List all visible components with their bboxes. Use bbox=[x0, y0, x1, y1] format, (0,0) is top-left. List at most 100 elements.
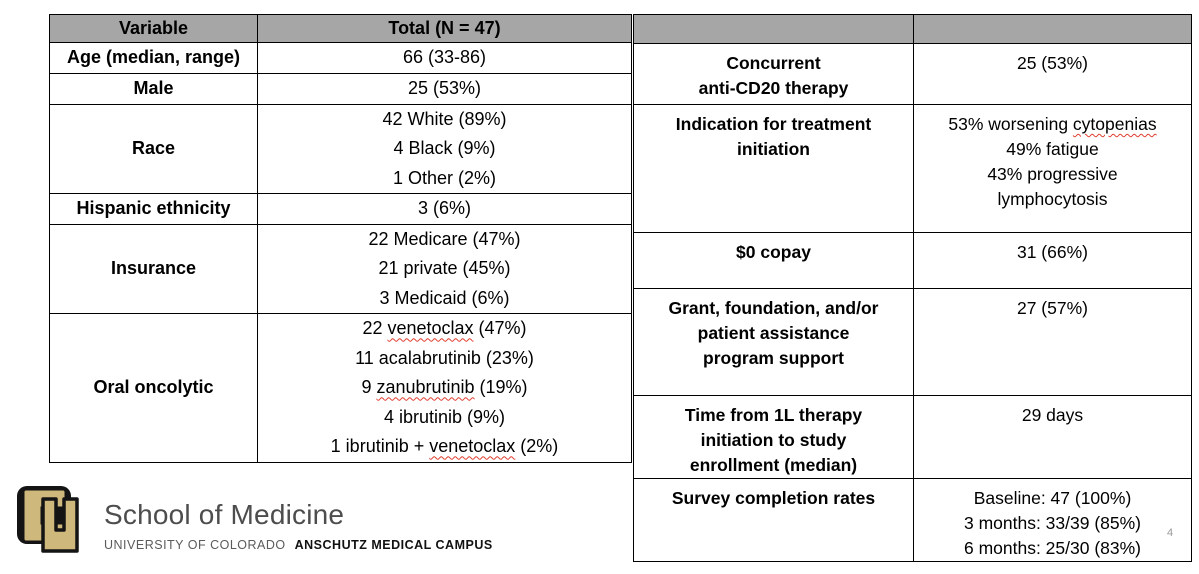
col-header-empty-value bbox=[913, 14, 1192, 44]
row-label: Grant, foundation, and/or patient assista… bbox=[633, 288, 914, 396]
value-text: 3 months: 33/39 (85%) bbox=[963, 513, 1142, 533]
value-line: 27 (57%) bbox=[915, 296, 1191, 321]
value-text: 66 (33-86) bbox=[402, 47, 487, 68]
row-value: 27 (57%) bbox=[913, 288, 1192, 396]
label-line: Survey completion rates bbox=[671, 488, 876, 508]
misspelled-word: zanubrutinib bbox=[376, 377, 475, 398]
row-value: 22 venetoclax (47%) 11 acalabrutinib (23%… bbox=[257, 313, 632, 463]
value-line: 29 days bbox=[915, 403, 1191, 428]
table-row: $0 copay 31 (66%) bbox=[633, 232, 1192, 289]
label-line: program support bbox=[703, 348, 844, 368]
row-value: 3 (6%) bbox=[257, 193, 632, 225]
table-header-row bbox=[633, 14, 1192, 44]
value-text: 3 (6%) bbox=[417, 198, 471, 218]
study-measures-table: Concurrent anti-CD20 therapy 25 (53%) Indic… bbox=[633, 14, 1192, 562]
col-header-variable: Variable bbox=[49, 14, 258, 43]
value-text: 25 (53%) bbox=[1016, 53, 1088, 73]
value-line: 22 Medicare (47%) bbox=[259, 225, 631, 254]
value-text: 25 (53%) bbox=[407, 78, 482, 98]
row-label: Male bbox=[49, 73, 258, 105]
logo-campus-line: UNIVERSITY OF COLORADO ANSCHUTZ MEDICAL … bbox=[104, 538, 493, 552]
table-row: Survey completion rates Baseline: 47 (100… bbox=[633, 478, 1192, 562]
logo-university-name: UNIVERSITY OF COLORADO bbox=[104, 538, 286, 553]
row-value: 25 (53%) bbox=[257, 73, 632, 105]
university-logo: School of Medicine UNIVERSITY OF COLORAD… bbox=[16, 483, 493, 563]
slide-page-number: 4 bbox=[1167, 527, 1174, 539]
row-label: Oral oncolytic bbox=[49, 313, 258, 463]
value-line: 3 (6%) bbox=[259, 194, 631, 223]
row-value: 31 (66%) bbox=[913, 232, 1192, 289]
value-text: (2%) bbox=[515, 436, 559, 457]
row-label: Concurrent anti-CD20 therapy bbox=[633, 43, 914, 105]
table-row: Concurrent anti-CD20 therapy 25 (53%) bbox=[633, 43, 1192, 105]
row-label: Race bbox=[49, 103, 258, 194]
table-row: Hispanic ethnicity 3 (6%) bbox=[49, 193, 632, 225]
label-line: $0 copay bbox=[736, 242, 811, 262]
label-line: Race bbox=[131, 138, 176, 158]
value-text: 4 ibrutinib (9%) bbox=[383, 406, 506, 427]
logo-text-block: School of Medicine UNIVERSITY OF COLORAD… bbox=[104, 483, 493, 552]
value-line: 1 Other (2%) bbox=[259, 164, 631, 193]
table-row: Race 42 White (89%) 4 Black (9%) 1 Other (2… bbox=[49, 103, 632, 194]
label-line: patient assistance bbox=[697, 323, 850, 343]
row-label: Insurance bbox=[49, 223, 258, 314]
value-line: 22 venetoclax (47%) bbox=[259, 315, 631, 344]
value-text: 21 private (45%) bbox=[378, 258, 511, 278]
value-text: 9 bbox=[361, 377, 377, 398]
row-value: 25 (53%) bbox=[913, 43, 1192, 105]
demographics-table: Variable Total (N = 47) Age (median, ran… bbox=[49, 14, 632, 463]
row-label: Age (median, range) bbox=[49, 42, 258, 74]
value-line: 31 (66%) bbox=[915, 240, 1191, 265]
value-line: 4 ibrutinib (9%) bbox=[259, 403, 631, 433]
label-line: Age (median, range) bbox=[66, 47, 241, 68]
col-header-total: Total (N = 47) bbox=[257, 14, 632, 43]
value-text: 53% worsening bbox=[948, 114, 1073, 134]
value-line: 53% worsening cytopenias bbox=[915, 112, 1191, 137]
value-line: 4 Black (9%) bbox=[259, 134, 631, 164]
table-row: Oral oncolytic 22 venetoclax (47%) 11 acal… bbox=[49, 313, 632, 463]
table-header-row: Variable Total (N = 47) bbox=[49, 14, 632, 43]
value-line: 25 (53%) bbox=[915, 51, 1191, 76]
row-label: Indication for treatment initiation bbox=[633, 104, 914, 233]
label-line: anti-CD20 therapy bbox=[698, 78, 849, 98]
label-line: Insurance bbox=[110, 258, 197, 278]
label-line: enrollment (median) bbox=[689, 455, 858, 475]
label-line: Grant, foundation, and/or bbox=[668, 298, 879, 318]
table-row: Age (median, range) 66 (33-86) bbox=[49, 42, 632, 74]
value-line: 1 ibrutinib + venetoclax (2%) bbox=[259, 432, 631, 461]
value-text: Baseline: 47 (100%) bbox=[973, 488, 1132, 508]
value-text: 43% progressive bbox=[987, 164, 1118, 184]
demographics-table-body: Age (median, range) 66 (33-86) Male 25 (53%… bbox=[49, 42, 632, 463]
value-line: 3 months: 33/39 (85%) bbox=[915, 511, 1191, 536]
value-line: Baseline: 47 (100%) bbox=[915, 486, 1191, 511]
logo-school-name: School of Medicine bbox=[104, 499, 345, 530]
value-text: 1 Other (2%) bbox=[392, 167, 497, 188]
table-row: Male 25 (53%) bbox=[49, 73, 632, 105]
label-line: Male bbox=[133, 78, 174, 98]
value-line: 25 (53%) bbox=[259, 74, 631, 103]
col-header-empty-label bbox=[633, 14, 914, 44]
label-line: Time from 1L therapy bbox=[684, 405, 863, 425]
value-text: 4 Black (9%) bbox=[393, 138, 496, 158]
value-text: 22 bbox=[362, 318, 388, 339]
value-text: 49% fatigue bbox=[1006, 139, 1099, 159]
value-text: 42 White (89%) bbox=[382, 108, 507, 129]
row-label: Hispanic ethnicity bbox=[49, 193, 258, 225]
label-line: Hispanic ethnicity bbox=[76, 198, 231, 218]
value-text: 27 (57%) bbox=[1016, 298, 1088, 318]
label-line: Concurrent bbox=[726, 53, 821, 73]
cu-interlocking-logo-icon bbox=[17, 486, 79, 553]
misspelled-word: venetoclax bbox=[429, 436, 516, 457]
label-line: initiation to study bbox=[700, 430, 847, 450]
row-label: $0 copay bbox=[633, 232, 914, 289]
value-line: 11 acalabrutinib (23%) bbox=[259, 344, 631, 374]
row-label: Time from 1L therapy initiation to study e… bbox=[633, 395, 914, 479]
value-text: 3 Medicaid (6%) bbox=[379, 287, 510, 308]
value-text: (19%) bbox=[474, 377, 528, 398]
logo-campus-name: ANSCHUTZ MEDICAL CAMPUS bbox=[294, 538, 493, 553]
row-value: Baseline: 47 (100%) 3 months: 33/39 (85%)… bbox=[913, 478, 1192, 562]
value-text: lymphocytosis bbox=[997, 189, 1108, 209]
row-value: 42 White (89%) 4 Black (9%) 1 Other (2%) bbox=[257, 103, 632, 194]
study-measures-table-body: Concurrent anti-CD20 therapy 25 (53%) Indic… bbox=[633, 43, 1192, 562]
label-line: initiation bbox=[737, 139, 810, 159]
